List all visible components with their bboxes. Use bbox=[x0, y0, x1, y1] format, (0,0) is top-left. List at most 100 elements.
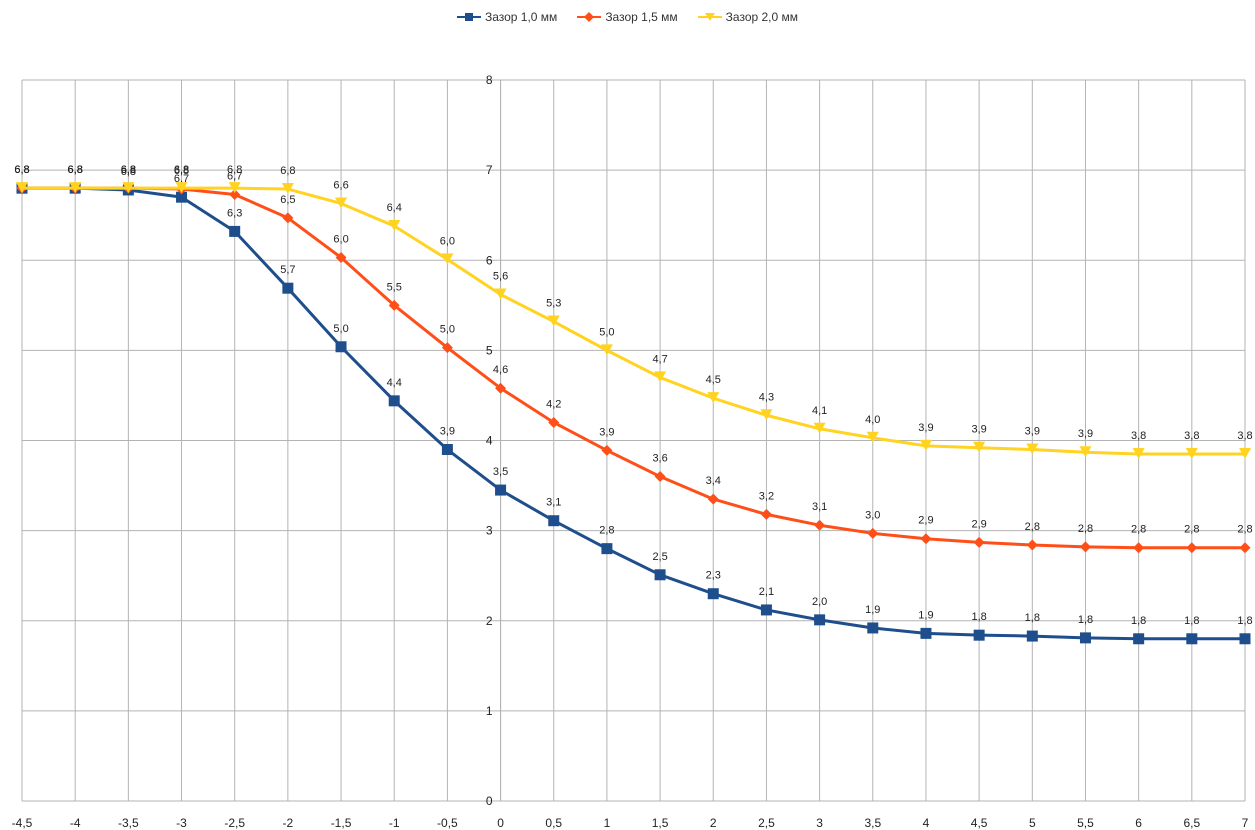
data-point bbox=[1186, 542, 1198, 554]
data-label: 6,0 bbox=[440, 235, 455, 247]
data-point bbox=[388, 299, 400, 311]
data-label: 5,0 bbox=[599, 326, 614, 338]
x-tick-label: -3,5 bbox=[118, 816, 139, 830]
legend-marker-diamond-icon bbox=[577, 12, 602, 22]
data-point bbox=[601, 444, 613, 456]
data-label: 6,8 bbox=[121, 166, 136, 178]
x-tick-label: -2,5 bbox=[224, 816, 245, 830]
data-point bbox=[548, 515, 560, 527]
x-tick-label: -4,5 bbox=[12, 816, 33, 830]
data-label: 6,8 bbox=[121, 164, 136, 176]
data-point bbox=[388, 395, 400, 407]
x-tick-label: -2 bbox=[283, 816, 294, 830]
data-point bbox=[16, 182, 28, 194]
data-point bbox=[228, 182, 241, 194]
data-point bbox=[1239, 542, 1251, 554]
data-label: 4,2 bbox=[546, 398, 561, 410]
data-label: 6,8 bbox=[280, 165, 295, 177]
data-point bbox=[548, 416, 560, 428]
data-label: 6,7 bbox=[227, 170, 242, 182]
data-point bbox=[760, 604, 772, 616]
data-label: 1,8 bbox=[1131, 615, 1146, 627]
data-label: 3,9 bbox=[918, 422, 933, 434]
data-label: 4,6 bbox=[493, 364, 508, 376]
data-label: 5,0 bbox=[440, 324, 455, 336]
data-label: 6,8 bbox=[68, 164, 83, 176]
data-label: 2,8 bbox=[1131, 524, 1146, 536]
data-label: 3,9 bbox=[599, 426, 614, 438]
data-point bbox=[176, 191, 188, 203]
data-label: 2,0 bbox=[812, 596, 827, 608]
data-point bbox=[973, 441, 986, 453]
data-label: 6,0 bbox=[333, 234, 348, 246]
x-tick-label: 4 bbox=[923, 816, 930, 830]
x-tick-label: 7 bbox=[1242, 816, 1249, 830]
data-label: 6,8 bbox=[174, 164, 189, 176]
data-point bbox=[866, 431, 879, 443]
data-point bbox=[69, 182, 82, 194]
data-label: 3,9 bbox=[971, 424, 986, 436]
data-point bbox=[547, 315, 560, 327]
y-tick-label: 5 bbox=[486, 343, 493, 357]
data-label: 3,8 bbox=[1237, 430, 1252, 442]
data-point bbox=[654, 471, 666, 483]
data-label: 3,5 bbox=[493, 466, 508, 478]
data-point bbox=[388, 220, 401, 232]
data-label: 1,9 bbox=[918, 609, 933, 621]
data-point bbox=[867, 622, 879, 634]
data-point bbox=[1026, 539, 1038, 551]
data-point bbox=[707, 493, 719, 505]
x-tick-label: 6,5 bbox=[1183, 816, 1200, 830]
data-label: 3,0 bbox=[865, 509, 880, 521]
data-label: 3,8 bbox=[1184, 430, 1199, 442]
data-label: 6,4 bbox=[387, 202, 402, 214]
data-point bbox=[1026, 443, 1039, 455]
data-label: 4,5 bbox=[706, 374, 721, 386]
legend-label: Зазор 1,5 мм bbox=[605, 10, 678, 24]
legend-marker-triangle-icon bbox=[697, 13, 722, 21]
data-point bbox=[973, 629, 985, 641]
data-point bbox=[1026, 630, 1038, 642]
data-label: 2,9 bbox=[971, 518, 986, 530]
data-label: 3,1 bbox=[812, 501, 827, 513]
data-point bbox=[707, 392, 720, 404]
data-label: 6,3 bbox=[227, 207, 242, 219]
data-point bbox=[122, 182, 135, 194]
data-label: 2,5 bbox=[652, 551, 667, 563]
data-label: 3,9 bbox=[1025, 426, 1040, 438]
data-point bbox=[920, 627, 932, 639]
data-label: 2,3 bbox=[706, 570, 721, 582]
legend: Зазор 1,0 мм Зазор 1,5 мм Зазор 2,0 мм bbox=[0, 10, 1255, 24]
data-point bbox=[867, 527, 879, 539]
legend-item: Зазор 1,5 мм bbox=[577, 10, 678, 24]
data-point bbox=[814, 519, 826, 531]
data-point bbox=[335, 197, 348, 209]
data-label: 6,8 bbox=[174, 165, 189, 177]
x-tick-label: 5,5 bbox=[1077, 816, 1094, 830]
data-point bbox=[601, 543, 613, 555]
data-point bbox=[920, 533, 932, 545]
x-tick-label: 2,5 bbox=[758, 816, 775, 830]
data-label: 2,8 bbox=[1025, 521, 1040, 533]
data-label: 2,9 bbox=[918, 515, 933, 527]
data-point bbox=[441, 253, 454, 265]
data-label: 2,8 bbox=[599, 525, 614, 537]
data-label: 6,8 bbox=[14, 164, 29, 176]
data-point bbox=[441, 444, 453, 456]
data-point bbox=[919, 439, 932, 451]
data-point bbox=[495, 484, 507, 496]
data-point bbox=[335, 341, 347, 353]
data-label: 1,8 bbox=[1184, 615, 1199, 627]
data-label: 1,8 bbox=[971, 611, 986, 623]
y-tick-label: 2 bbox=[486, 614, 493, 628]
data-point bbox=[1079, 541, 1091, 553]
data-label: 4,4 bbox=[387, 377, 402, 389]
x-tick-label: -4 bbox=[70, 816, 81, 830]
data-label: 5,7 bbox=[280, 264, 295, 276]
legend-item: Зазор 2,0 мм bbox=[697, 10, 799, 24]
data-label: 1,8 bbox=[1025, 612, 1040, 624]
legend-label: Зазор 2,0 мм bbox=[725, 10, 799, 24]
data-point bbox=[760, 409, 773, 421]
data-label: 6,8 bbox=[68, 164, 83, 176]
data-point bbox=[600, 344, 613, 356]
